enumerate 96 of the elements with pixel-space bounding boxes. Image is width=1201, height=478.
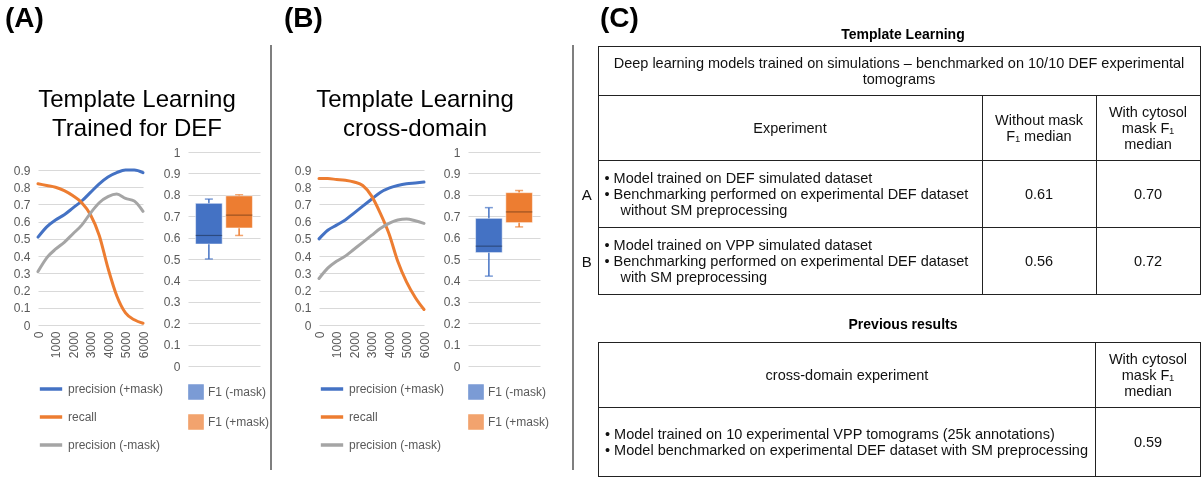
text: With cytosol mask F₁ median [1096,95,1201,161]
line-series [317,177,426,311]
y-tick-label: 0.7 [13,197,31,212]
x-tick-label: 4000 [101,331,116,359]
legend-label: F1 (-mask) [488,385,546,399]
legend-label: recall [349,410,378,424]
text: Template Learning [841,26,965,42]
text: Previous results [847,316,959,332]
chart-title: Template Learning Trained for DEF [37,84,237,142]
y-tick-label: 1 [453,145,461,160]
y-tick-label: 0.1 [294,301,312,316]
line-series [36,182,145,325]
y-tick-label: 0.3 [13,266,31,281]
text: 0.72 [1096,227,1201,295]
y-tick-label: 0.2 [443,316,461,331]
y-tick-label: 0.9 [294,163,312,178]
legend-label: F1 (+mask) [488,415,550,429]
text: 0.56 [982,227,1096,295]
y-tick-label: 0.3 [163,295,181,310]
y-tick-label: 0 [173,359,181,374]
y-tick-label: 0.7 [294,197,312,212]
y-tick-label: 0.6 [443,231,461,246]
y-tick-label: 0.7 [163,209,181,224]
line-series [317,217,426,280]
text: 0.59 [1095,407,1201,477]
legend-label: F1 (-mask) [208,385,266,399]
x-tick-label: 6000 [136,331,151,359]
chart-title: Template Learning cross-domain [315,84,515,142]
y-tick-label: 0 [453,359,461,374]
legend-label: precision (-mask) [349,438,442,452]
y-tick-label: 0.2 [294,284,312,299]
line-series [36,168,145,239]
y-tick-label: 1 [173,145,181,160]
line-series [317,180,426,241]
x-tick-label: 0 [31,331,46,339]
y-tick-label: 0.6 [163,231,181,246]
y-tick-label: 0.1 [163,338,181,353]
y-tick-label: 0.8 [13,180,31,195]
x-tick-label: 2000 [347,331,362,359]
x-tick-label: 3000 [365,331,379,359]
x-tick-label: 1000 [49,331,63,359]
y-tick-label: 0.4 [294,249,312,264]
x-tick-label: 2000 [66,331,81,359]
text: With cytosol mask F₁ median [1095,342,1201,408]
text: • Model benchmarked on experimental DEF dataset with SM preprocessing [605,442,1089,458]
text: 0.70 [1096,160,1201,228]
y-tick-label: 0.6 [13,215,31,230]
legend-label: recall [68,410,97,424]
text: • Model trained on DEF simulated dataset [604,170,874,186]
legend-label: precision (+mask) [68,382,164,396]
line-series [36,192,145,274]
y-tick-label: 0.5 [163,252,181,267]
y-tick-label: 0.8 [443,188,461,203]
y-tick-label: 0.6 [294,215,312,230]
text: Without mask F₁ median [982,95,1096,161]
y-tick-label: 0.3 [443,295,461,310]
legend-label: precision (-mask) [68,438,161,452]
y-tick-label: 0.5 [294,232,312,247]
legend-label: precision (+mask) [349,382,445,396]
x-tick-label: 4000 [382,331,397,359]
y-tick-label: 0.1 [443,338,461,353]
text: Deep learning models trained on simulations – benchmarked on 10/10 DEF experimental tomograms [598,46,1201,96]
text: • Benchmarking performed on experimental DEF dataset without SM preprocessing [604,186,970,218]
text: (C) [600,2,639,34]
y-tick-label: 0.5 [443,252,461,267]
x-tick-label: 0 [312,331,327,339]
text: A [580,184,593,205]
x-tick-label: 5000 [400,331,414,359]
y-tick-label: 0.4 [163,273,181,288]
y-tick-label: 0.7 [443,209,461,224]
y-tick-label: 0.2 [13,284,31,299]
y-tick-label: 0.2 [163,316,181,331]
text: B [580,251,593,272]
x-tick-label: 3000 [84,331,98,359]
y-tick-label: 0.5 [13,232,31,247]
y-tick-label: 0.3 [294,266,312,281]
y-tick-label: 0.4 [443,273,461,288]
text: (A) [5,2,44,34]
y-tick-label: 0.1 [13,301,31,316]
text: • Benchmarking performed on experimental DEF dataset with SM preprocessing [604,253,970,285]
y-tick-label: 0.4 [13,249,31,264]
x-tick-label: 1000 [330,331,344,359]
y-tick-label: 0.9 [443,166,461,181]
y-tick-label: 0.9 [13,163,31,178]
y-tick-label: 0.8 [163,188,181,203]
text: Experiment [598,95,982,161]
y-tick-label: 0.9 [163,166,181,181]
text: cross-domain experiment [598,342,1096,408]
text: • Model trained on VPP simulated dataset [604,237,874,253]
text: • Model trained on 10 experimental VPP tomograms (25k annotations) [605,426,1056,442]
text: 0.61 [982,160,1096,228]
y-tick-label: 0.8 [294,180,312,195]
x-tick-label: 6000 [417,331,432,359]
legend-label: F1 (+mask) [208,415,270,429]
text: (B) [284,2,323,34]
x-tick-label: 5000 [119,331,133,359]
